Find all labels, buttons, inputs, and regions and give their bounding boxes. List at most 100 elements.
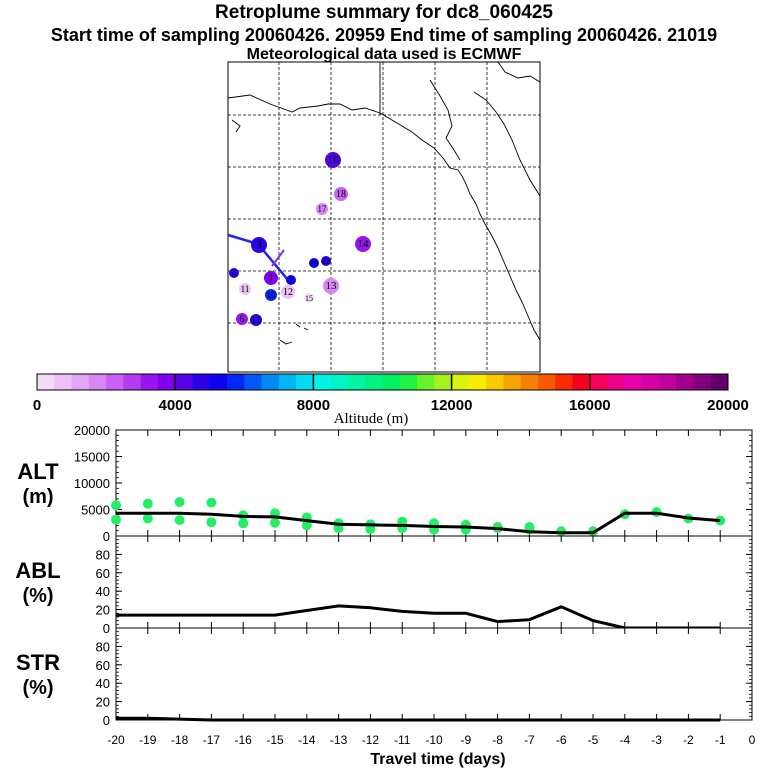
colorbar-cell [209, 374, 228, 390]
map-point [334, 187, 348, 201]
x-tick-label: -18 [171, 733, 189, 747]
map-point-label: 18 [336, 189, 346, 200]
colorbar-cell [572, 374, 591, 390]
map-point-label: 2 [289, 276, 293, 285]
y-tick-label: 5000 [81, 503, 110, 518]
x-tick-label: -17 [203, 733, 221, 747]
panel-alt: 0 5000 10000 15000 20000 ALT(m) [17, 423, 753, 544]
colorbar-tick-label: 12000 [431, 397, 473, 414]
alt-scatter-point [238, 518, 249, 529]
colorbar-cell [330, 374, 349, 390]
alt-scatter-point [270, 517, 280, 528]
plot-title: Retroplume summary for dc8_060425 [215, 2, 553, 23]
map-point [239, 283, 251, 295]
alt-scatter-point [715, 515, 726, 526]
colorbar-tick-label: 0 [33, 397, 41, 414]
y-axis-label: ALT [17, 459, 59, 484]
colorbar-cell [365, 374, 383, 390]
colorbar-cell [520, 374, 539, 390]
map-point [250, 314, 262, 326]
map-point-label: 14 [358, 238, 370, 250]
y-tick-label: 60 [96, 658, 110, 673]
track-branch [271, 249, 285, 267]
y-axis-unit: (%) [22, 677, 53, 699]
map-point [321, 256, 331, 266]
x-tick-label: -4 [619, 733, 630, 747]
y-axis-unit: (%) [22, 585, 53, 607]
chart-panels: 05000100001500020000ALT(m)020406080ABL(%… [15, 423, 753, 728]
y-axis-unit: (m) [22, 486, 53, 508]
x-tick-label: -6 [556, 733, 567, 747]
alt-scatter-point [174, 515, 185, 526]
alt-scatter-point [206, 497, 217, 508]
alt-scatter-point [206, 517, 217, 528]
colorbar-cell [157, 374, 176, 390]
map-point-label: 12 [322, 257, 330, 266]
x-tick-label: -19 [139, 733, 157, 747]
alt-scatter-point [142, 513, 153, 524]
x-tick-label: -8 [492, 733, 503, 747]
colorbar-cell [589, 374, 608, 390]
y-tick-label: 20 [96, 603, 110, 618]
colorbar-cell [693, 374, 712, 390]
x-tick-label: -16 [235, 733, 253, 747]
map-point-label: 19 [310, 259, 318, 268]
map-point-label: 10 [267, 290, 277, 300]
colorbar-tick-label: 4000 [159, 397, 192, 414]
colorbar-cell [710, 374, 729, 390]
x-tick-label: -3 [651, 733, 662, 747]
map-point [251, 237, 267, 253]
y-axis-label: STR [16, 650, 60, 675]
colorbar-cell [555, 374, 574, 390]
colorbar-cell [313, 374, 332, 390]
colorbar-cell [624, 374, 643, 390]
map-point-label: 16 [328, 154, 340, 166]
colorbar-cell [347, 374, 366, 390]
y-axis-label: ABL [15, 558, 60, 583]
x-axis: -20 -19 -18 -17 -16 -15 -14 -13 -12 -11 -10 -9 -8 -7-… [107, 733, 755, 747]
panel-abl: 0 20 40 60 80 ABL(%) [15, 535, 753, 636]
colorbar-cell [106, 374, 124, 390]
panel-str: 0 20 40 60 80 STR(%) [16, 627, 753, 728]
x-tick-label: -20 [107, 733, 125, 747]
colorbar-cell [486, 374, 504, 390]
colorbar-cells [37, 374, 729, 390]
alt-scatter-point [301, 520, 312, 531]
y-tick-label: 40 [96, 584, 110, 599]
map-point [316, 203, 328, 215]
colorbar-cell [278, 374, 297, 390]
map-point [325, 152, 341, 168]
map-point-label: 11 [241, 284, 250, 294]
x-tick-label: -2 [683, 733, 694, 747]
colorbar-cell [434, 374, 453, 390]
y-tick-label: 0 [103, 529, 110, 544]
map-point [355, 236, 371, 252]
colorbar-cell [227, 374, 245, 390]
y-tick-label: 15000 [74, 450, 110, 465]
map-point [264, 271, 278, 285]
alt-scatter-point [111, 500, 121, 511]
alt-scatter-point [142, 498, 153, 509]
map-frame [227, 61, 541, 373]
y-tick-label: 20000 [74, 423, 110, 438]
x-tick-label: 0 [749, 733, 756, 747]
map-point [236, 313, 248, 325]
colorbar-cell [382, 374, 401, 390]
colorbar-cell [192, 374, 211, 390]
map-point-label: 3 [256, 239, 262, 251]
x-tick-label: -11 [394, 733, 411, 747]
colorbar-tick-label: 8000 [297, 397, 330, 414]
y-tick-label: 60 [96, 566, 110, 581]
colorbar-cell [296, 374, 314, 390]
colorbar-cell [468, 374, 487, 390]
map-point [281, 285, 295, 299]
colorbar-cell [503, 374, 522, 390]
colorbar-cell [451, 374, 470, 390]
y-tick-label: 40 [96, 676, 110, 691]
map-point-label: 13 [326, 280, 338, 292]
map-point-label: 15 [305, 294, 313, 303]
x-tick-label: -10 [425, 733, 443, 747]
x-tick-label: -14 [298, 733, 316, 747]
